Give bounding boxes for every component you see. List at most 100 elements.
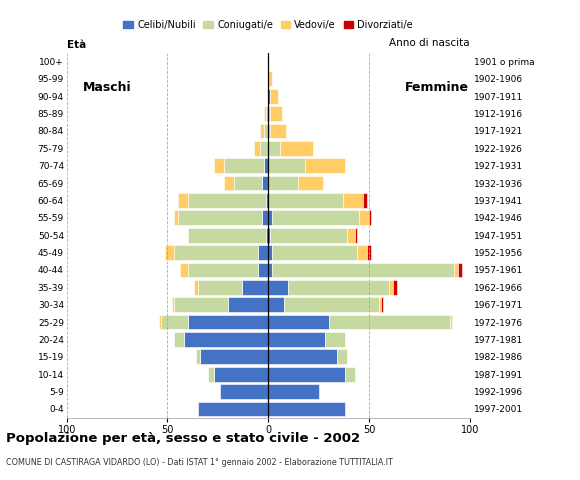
Bar xyxy=(198,402,268,416)
Bar xyxy=(172,297,173,312)
Bar xyxy=(258,263,268,277)
Bar xyxy=(359,210,369,225)
Bar xyxy=(355,228,357,242)
Bar xyxy=(195,349,200,364)
Bar xyxy=(272,245,357,260)
Bar xyxy=(345,367,355,382)
Bar xyxy=(214,158,224,173)
Bar xyxy=(173,210,177,225)
Bar xyxy=(266,193,268,208)
Bar xyxy=(272,210,359,225)
Bar xyxy=(268,228,270,242)
Bar xyxy=(284,297,379,312)
Bar xyxy=(266,228,268,242)
Bar xyxy=(161,315,188,329)
Bar xyxy=(188,315,268,329)
Bar xyxy=(208,367,214,382)
Bar xyxy=(260,141,268,156)
Bar xyxy=(268,297,284,312)
Bar xyxy=(347,228,355,242)
Bar xyxy=(165,245,173,260)
Bar xyxy=(367,245,371,260)
Bar xyxy=(268,106,270,121)
Bar xyxy=(369,210,371,225)
Bar xyxy=(264,106,266,121)
Legend: Celibi/Nubili, Coniugati/e, Vedovi/e, Divorziati/e: Celibi/Nubili, Coniugati/e, Vedovi/e, Di… xyxy=(119,16,417,34)
Bar xyxy=(258,245,268,260)
Bar xyxy=(224,176,234,191)
Bar xyxy=(262,176,268,191)
Bar xyxy=(325,332,345,347)
Bar xyxy=(220,384,268,399)
Bar xyxy=(262,210,268,225)
Bar xyxy=(357,245,367,260)
Bar xyxy=(268,141,280,156)
Bar xyxy=(272,263,454,277)
Text: Età: Età xyxy=(67,40,86,50)
Text: Femmine: Femmine xyxy=(405,81,469,94)
Bar xyxy=(268,123,270,138)
Text: Popolazione per età, sesso e stato civile - 2002: Popolazione per età, sesso e stato civil… xyxy=(6,432,360,445)
Bar xyxy=(393,280,397,295)
Bar xyxy=(268,349,337,364)
Bar xyxy=(198,280,242,295)
Bar xyxy=(228,297,268,312)
Bar xyxy=(304,158,345,173)
Bar xyxy=(270,106,282,121)
Bar xyxy=(188,193,266,208)
Bar xyxy=(184,332,268,347)
Bar xyxy=(337,349,347,364)
Bar xyxy=(177,210,262,225)
Text: Anno di nascita: Anno di nascita xyxy=(389,38,470,48)
Bar xyxy=(173,297,228,312)
Bar xyxy=(268,315,329,329)
Bar xyxy=(214,367,268,382)
Bar xyxy=(268,402,345,416)
Bar xyxy=(268,158,305,173)
Bar xyxy=(224,158,264,173)
Bar xyxy=(329,315,450,329)
Bar xyxy=(266,106,268,121)
Bar xyxy=(299,176,322,191)
Bar xyxy=(188,228,266,242)
Bar xyxy=(264,158,268,173)
Bar xyxy=(379,297,381,312)
Bar xyxy=(268,384,318,399)
Bar xyxy=(268,332,325,347)
Bar xyxy=(260,123,264,138)
Bar xyxy=(188,263,258,277)
Bar xyxy=(280,141,313,156)
Bar xyxy=(288,280,389,295)
Bar xyxy=(264,123,268,138)
Bar xyxy=(268,193,343,208)
Bar xyxy=(389,280,393,295)
Bar xyxy=(180,263,188,277)
Bar xyxy=(381,297,383,312)
Text: Maschi: Maschi xyxy=(83,81,132,94)
Bar xyxy=(270,89,278,104)
Bar xyxy=(242,280,268,295)
Bar xyxy=(200,349,268,364)
Text: COMUNE DI CASTIRAGA VIDARDO (LO) - Dati ISTAT 1° gennaio 2002 - Elaborazione TUT: COMUNE DI CASTIRAGA VIDARDO (LO) - Dati … xyxy=(6,458,393,468)
Bar xyxy=(194,280,198,295)
Bar xyxy=(268,210,272,225)
Bar xyxy=(270,123,287,138)
Bar xyxy=(268,245,272,260)
Bar xyxy=(454,263,458,277)
Bar xyxy=(458,263,462,277)
Bar xyxy=(234,176,262,191)
Bar xyxy=(268,367,345,382)
Bar xyxy=(270,228,347,242)
Bar xyxy=(254,141,260,156)
Bar xyxy=(160,315,161,329)
Bar xyxy=(363,193,367,208)
Bar xyxy=(173,332,184,347)
Bar xyxy=(268,263,272,277)
Bar xyxy=(268,72,272,86)
Bar xyxy=(268,89,270,104)
Bar xyxy=(177,193,188,208)
Bar xyxy=(268,176,299,191)
Bar xyxy=(450,315,452,329)
Bar xyxy=(343,193,363,208)
Bar xyxy=(173,245,258,260)
